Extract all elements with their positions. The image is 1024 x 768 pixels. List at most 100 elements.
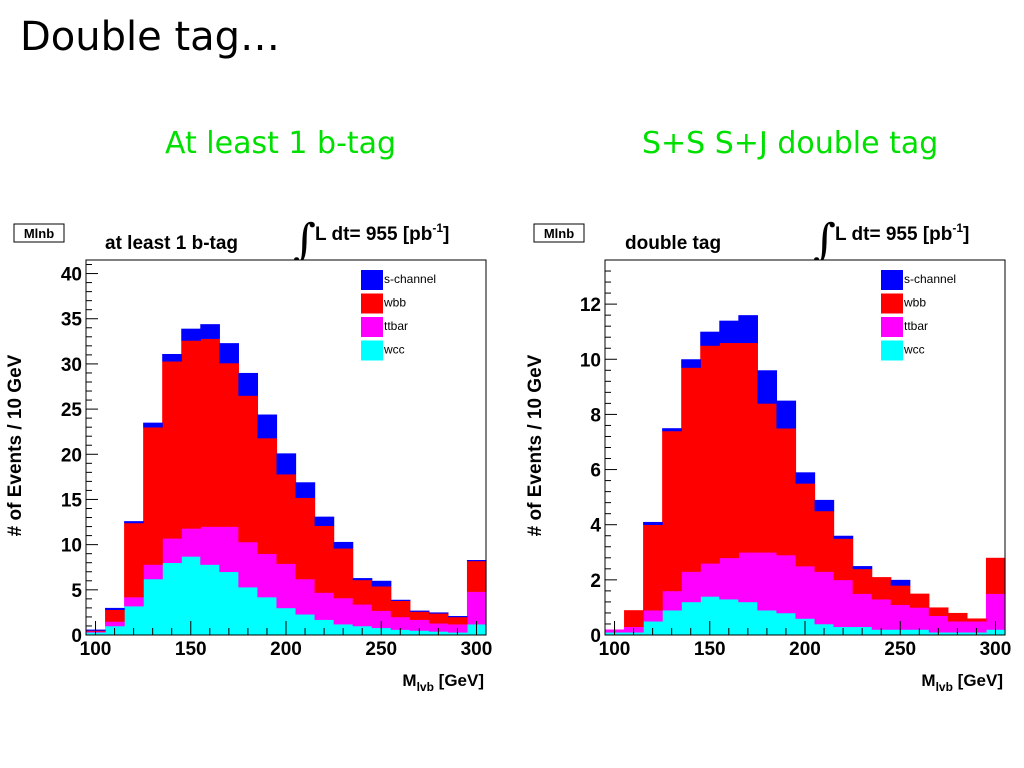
y-tick-label: 4 (590, 516, 601, 537)
legend-label-wcc: wcc (903, 343, 925, 357)
bar-ttbar-5 (181, 528, 201, 557)
bar-s-channel-7 (738, 315, 758, 344)
bar-wbb-15 (371, 586, 392, 611)
right-chart-heading: S+S S+J double tag (642, 126, 939, 161)
bar-wcc-2 (124, 606, 144, 636)
bar-wbb-19 (966, 618, 987, 622)
legend-swatch-wcc (361, 340, 383, 361)
bar-ttbar-14 (871, 599, 892, 630)
y-tick-label: 5 (71, 581, 82, 602)
y-tick-label: 10 (61, 536, 82, 557)
bar-ttbar-10 (276, 563, 297, 609)
bar-s-channel-4 (681, 359, 701, 368)
tag-label: Mlnb (24, 226, 54, 241)
bar-wcc-6 (200, 564, 220, 636)
bar-ttbar-4 (162, 538, 182, 564)
bar-wbb-1 (105, 609, 125, 622)
bar-ttbar-15 (371, 610, 392, 629)
bar-wbb-14 (871, 577, 892, 600)
bar-ttbar-20 (466, 591, 487, 625)
bar-ttbar-18 (947, 621, 968, 633)
bar-s-channel-14 (352, 578, 373, 581)
bar-s-channel-10 (276, 453, 297, 475)
bar-s-channel-3 (143, 422, 163, 428)
bar-s-channel-11 (295, 482, 316, 498)
legend-label-s-channel: s-channel (904, 272, 956, 286)
slide-title: Double tag… (20, 14, 281, 60)
bar-ttbar-19 (966, 621, 987, 633)
bar-wbb-8 (238, 395, 259, 543)
bar-s-channel-5 (700, 331, 720, 346)
bar-s-channel-18 (428, 612, 449, 614)
bar-ttbar-13 (852, 593, 873, 628)
bar-ttbar-15 (890, 604, 911, 630)
y-tick-label: 30 (61, 355, 82, 376)
x-tick-label: 200 (789, 639, 821, 660)
bar-wcc-8 (757, 610, 778, 636)
bar-wbb-19 (447, 616, 468, 625)
legend-label-ttbar: ttbar (384, 319, 408, 333)
bar-wbb-16 (909, 593, 930, 608)
bar-ttbar-2 (643, 610, 663, 622)
bar-wbb-5 (700, 345, 720, 564)
bar-ttbar-8 (238, 541, 259, 588)
bar-ttbar-7 (219, 526, 239, 573)
y-axis-label: # of Events / 10 GeV (525, 354, 546, 536)
bar-wbb-18 (947, 612, 968, 622)
bar-s-channel-6 (719, 320, 739, 344)
y-tick-label: 20 (61, 445, 82, 466)
bar-wbb-4 (162, 361, 182, 539)
x-tick-label: 250 (884, 639, 916, 660)
y-tick-label: 35 (61, 310, 83, 331)
bar-wbb-15 (890, 585, 911, 605)
bar-ttbar-3 (662, 590, 682, 611)
bar-wcc-7 (219, 571, 239, 636)
legend-swatch-s-channel (881, 270, 903, 290)
bar-wcc-5 (181, 556, 201, 636)
bar-wbb-3 (143, 427, 163, 565)
legend-swatch-wcc (881, 340, 903, 361)
bar-ttbar-18 (428, 623, 449, 632)
bar-wbb-4 (681, 367, 701, 572)
bar-wbb-20 (466, 560, 487, 592)
bar-ttbar-17 (409, 619, 430, 631)
bar-wbb-2 (124, 522, 144, 598)
bar-wcc-12 (314, 619, 335, 636)
bar-ttbar-7 (738, 552, 758, 603)
bar-wbb-16 (390, 600, 411, 618)
bar-ttbar-16 (390, 616, 411, 630)
bar-s-channel-1 (105, 607, 125, 610)
bar-s-channel-7 (219, 343, 239, 364)
bar-wcc-3 (662, 610, 682, 636)
bar-ttbar-5 (700, 563, 720, 597)
bar-s-channel-9 (257, 414, 278, 439)
bar-s-channel-8 (238, 372, 259, 396)
bar-ttbar-6 (200, 526, 220, 565)
bar-wbb-11 (814, 510, 835, 572)
bar-wcc-6 (719, 599, 739, 636)
tag-label: Mlnb (544, 226, 574, 241)
bar-s-channel-4 (162, 353, 182, 362)
bar-ttbar-12 (833, 579, 854, 628)
legend-swatch-wbb (361, 293, 383, 314)
bar-wcc-8 (238, 587, 259, 636)
bar-s-channel-8 (757, 370, 778, 404)
bar-ttbar-10 (795, 566, 816, 619)
bar-ttbar-2 (124, 597, 144, 607)
bar-wbb-18 (428, 613, 449, 624)
y-tick-label: 15 (61, 490, 83, 511)
bar-s-channel-16 (390, 599, 411, 601)
bar-s-channel-12 (833, 535, 854, 539)
bar-s-channel-2 (124, 521, 144, 524)
bar-s-channel-5 (181, 328, 201, 341)
bar-ttbar-11 (295, 578, 316, 615)
bar-s-channel-9 (776, 400, 797, 429)
y-tick-label: 0 (71, 626, 82, 647)
bar-wcc-4 (681, 601, 701, 636)
bar-ttbar-20 (985, 593, 1006, 630)
bar-ttbar-14 (352, 604, 373, 627)
bar-s-channel-2 (643, 521, 663, 526)
bar-wbb-6 (719, 342, 739, 559)
bar-wbb-11 (295, 497, 316, 580)
